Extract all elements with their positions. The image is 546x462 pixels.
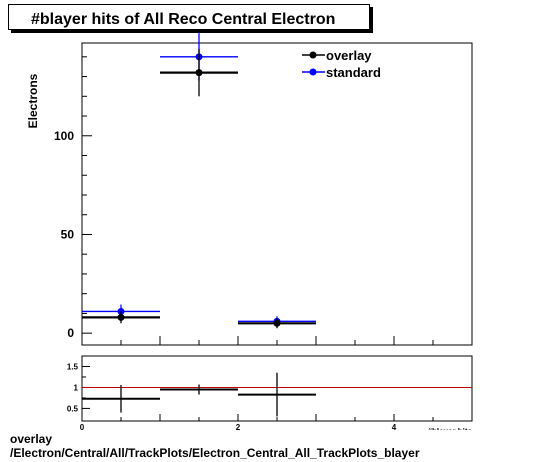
footer-label: overlay: [10, 432, 53, 446]
legend-marker: [309, 51, 317, 59]
y-tick-label: 100: [54, 129, 74, 143]
data-point: [117, 313, 125, 321]
ratio-y-tick-label: 1.5: [67, 362, 79, 371]
legend-marker: [309, 68, 317, 76]
x-tick-label: 0: [80, 423, 85, 430]
legend-label: overlay: [326, 48, 372, 63]
ratio-y-tick-label: 1: [74, 383, 79, 392]
plot-canvas: 0 50 100 Electrons overlay standard 0.5 1 1.5 0 2 4…: [26, 33, 473, 430]
x-tick-label: 2: [236, 423, 241, 430]
y-tick-label: 0: [67, 326, 74, 340]
footer-path: /Electron/Central/All/TrackPlots/Electro…: [10, 446, 420, 460]
x-axis-label: #blayer hits: [428, 427, 473, 430]
y-tick-label: 50: [61, 227, 75, 241]
y-axis-label: Electrons: [26, 73, 40, 128]
ratio-y-tick-label: 0.5: [67, 404, 79, 413]
legend-label: standard: [326, 65, 381, 80]
data-point: [273, 319, 281, 327]
data-point: [195, 69, 203, 77]
title-box: #blayer hits of All Reco Central Electro…: [8, 4, 370, 30]
x-tick-label: 4: [392, 423, 397, 430]
chart-title: #blayer hits of All Reco Central Electro…: [31, 11, 336, 28]
main-frame: [81, 42, 473, 346]
